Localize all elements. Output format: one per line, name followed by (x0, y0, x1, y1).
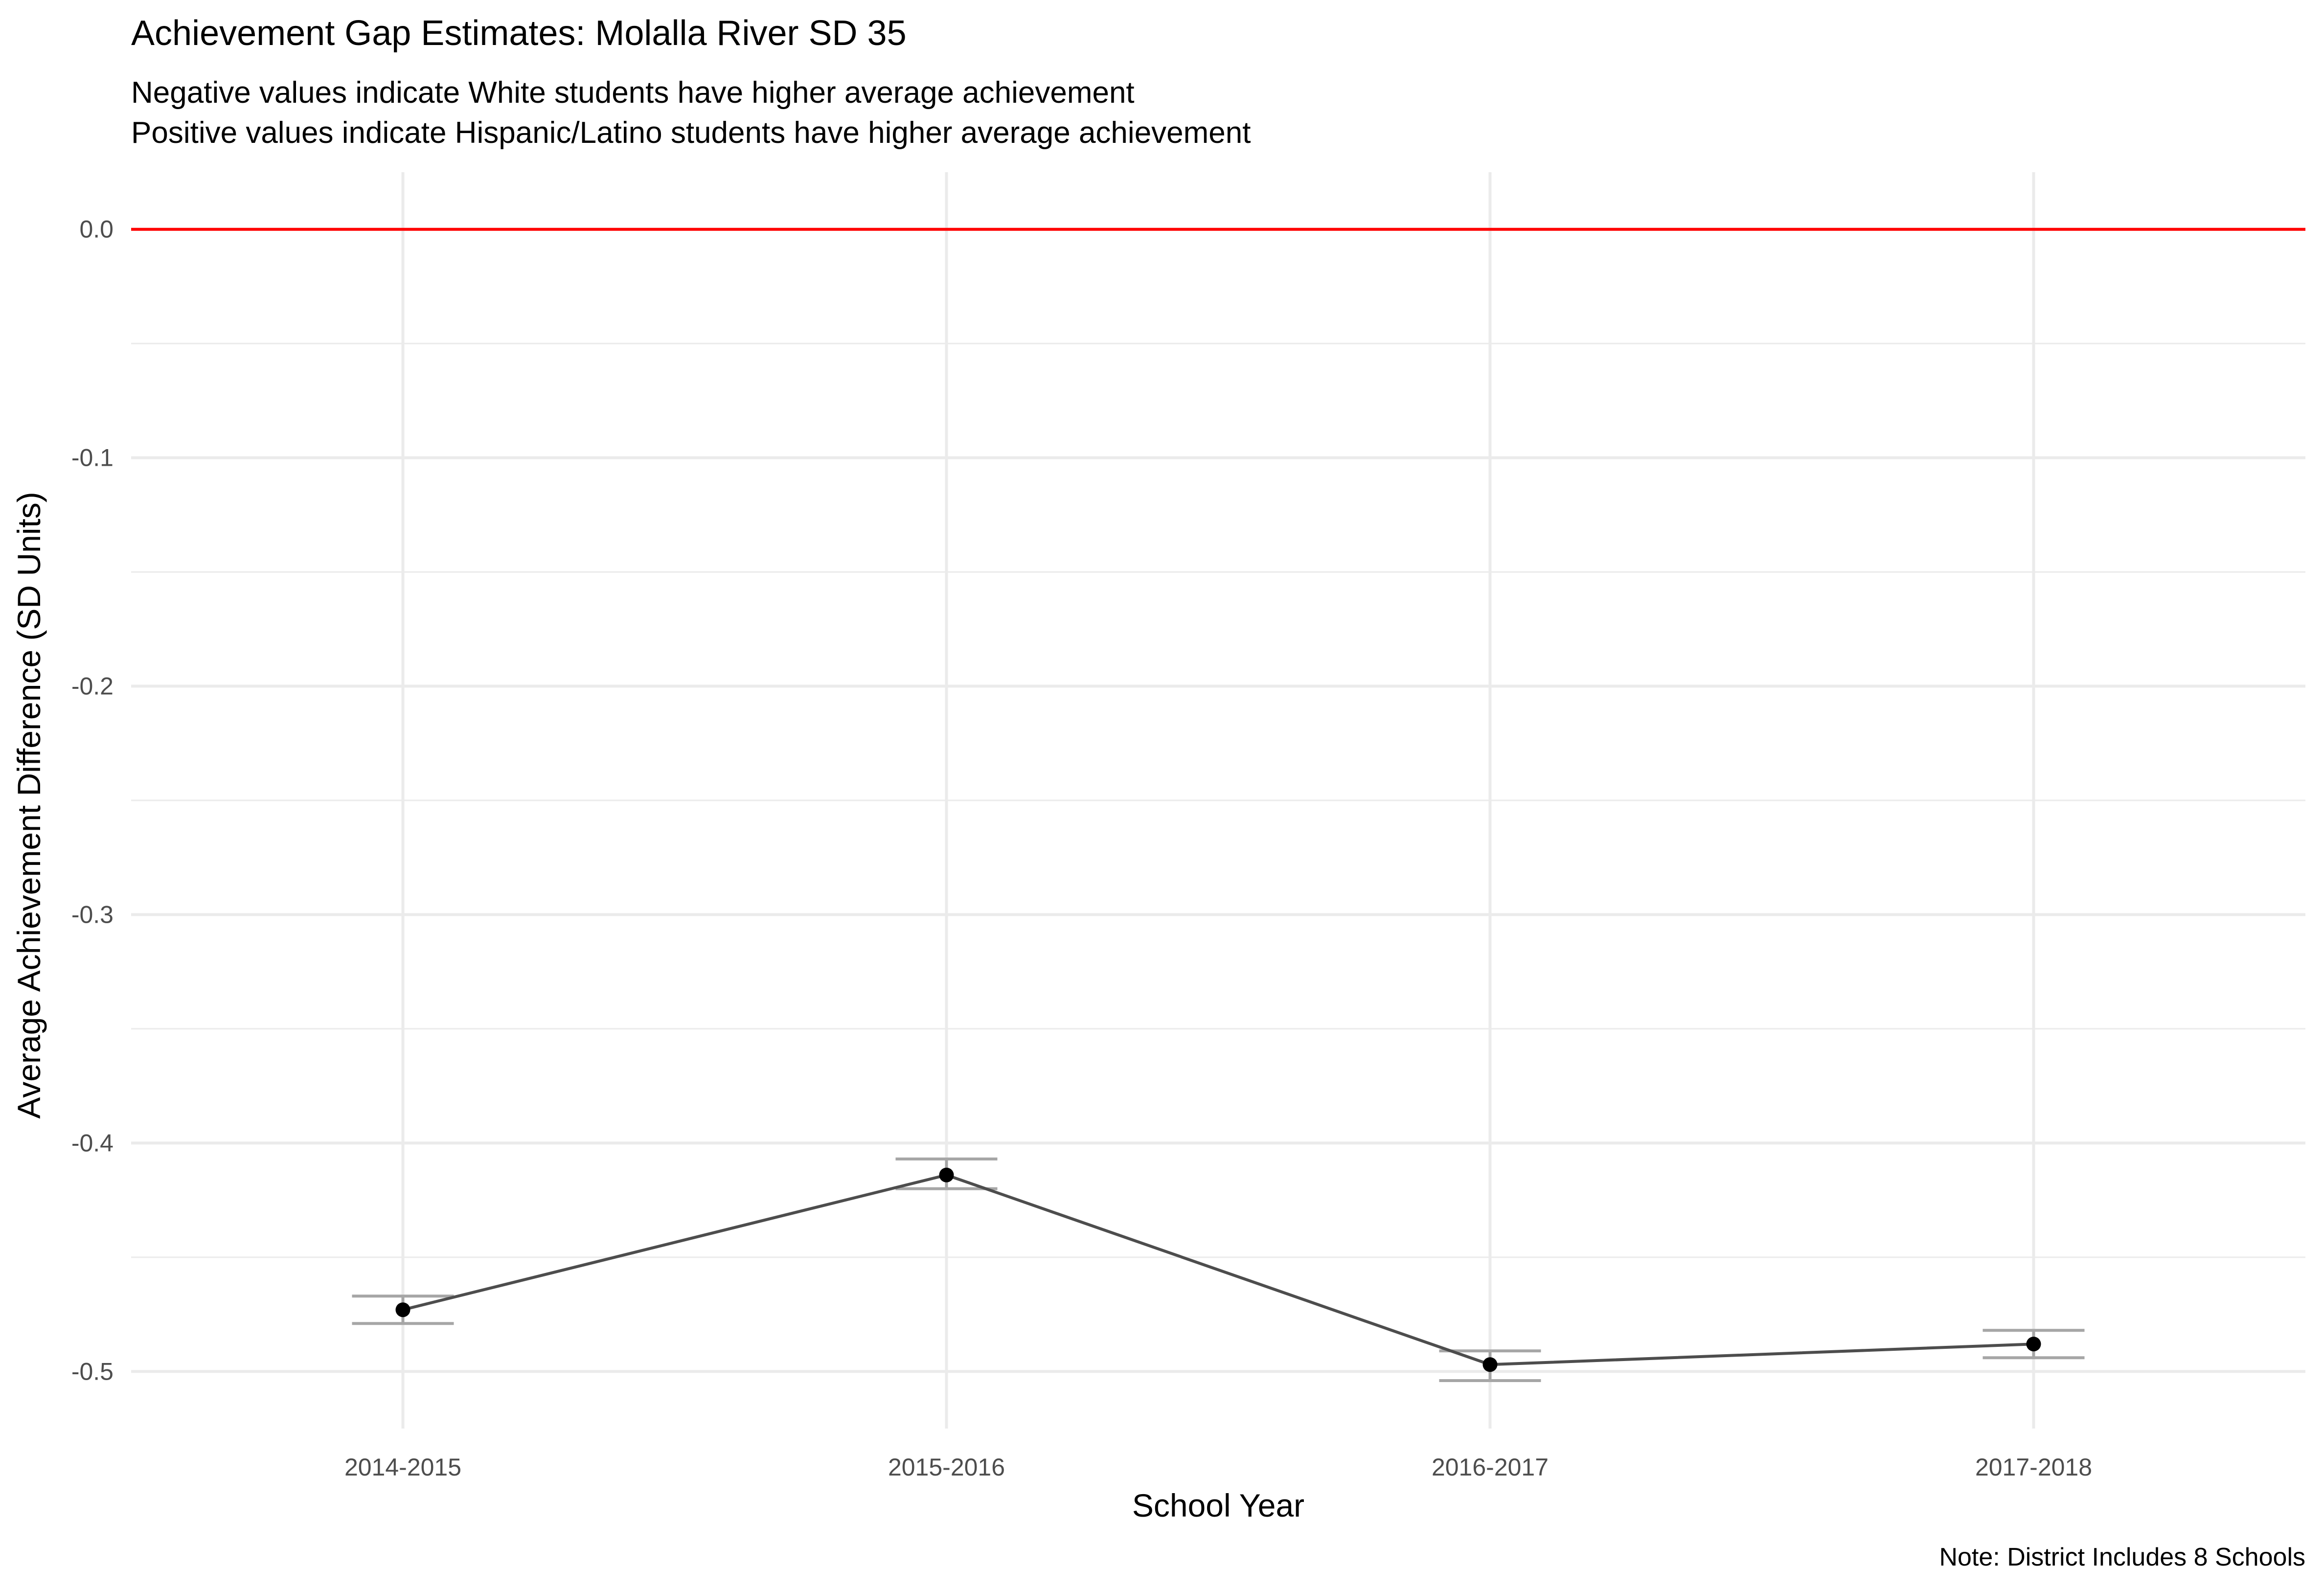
x-tick-label: 2014-2015 (344, 1454, 461, 1481)
y-tick-label: -0.2 (71, 673, 114, 700)
y-tick-label: -0.3 (71, 901, 114, 928)
data-point (1482, 1357, 1498, 1372)
chart-subtitle-line-2: Positive values indicate Hispanic/Latino… (131, 116, 1251, 150)
chart-subtitle-line-1: Negative values indicate White students … (131, 76, 1135, 110)
x-axis-title: School Year (1132, 1487, 1304, 1523)
data-point (2026, 1337, 2041, 1352)
grid-lines (131, 172, 2305, 1429)
series-layer (352, 1158, 2085, 1382)
x-tick-label: 2016-2017 (1432, 1454, 1549, 1481)
y-axis-ticks: 0.0 -0.1 -0.2 -0.3 -0.4 -0.5 (71, 216, 114, 1386)
x-tick-label: 2017-2018 (1975, 1454, 2092, 1481)
y-tick-label: 0.0 (79, 216, 114, 243)
series-line (402, 1173, 2034, 1366)
chart-caption: Note: District Includes 8 Schools (1939, 1543, 2305, 1571)
y-axis-title: Average Achievement Difference (SD Units… (11, 492, 47, 1119)
x-axis-ticks: 2014-2015 2015-2016 2016-2017 2017-2018 (344, 1454, 2092, 1481)
data-point (395, 1302, 410, 1317)
data-point (939, 1167, 954, 1182)
y-tick-label: -0.5 (71, 1358, 114, 1385)
y-tick-label: -0.1 (71, 444, 114, 472)
y-tick-label: -0.4 (71, 1129, 114, 1157)
x-tick-label: 2015-2016 (888, 1454, 1005, 1481)
chart-title: Achievement Gap Estimates: Molalla River… (131, 14, 907, 53)
